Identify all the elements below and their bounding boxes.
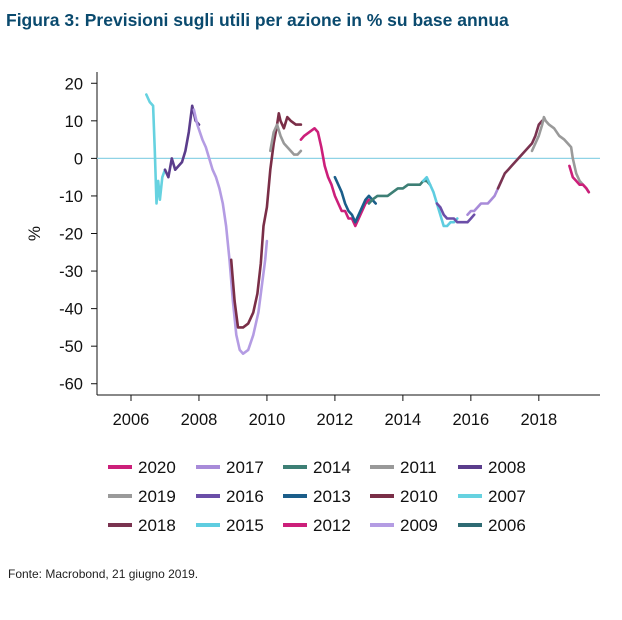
x-tick-label: 2014	[385, 411, 422, 429]
legend-label-2014: 2014	[313, 458, 351, 477]
y-tick-label: -30	[59, 263, 83, 281]
series-line-2010	[229, 112, 303, 329]
legend-label-2010: 2010	[400, 487, 438, 506]
x-tick-label: 2016	[452, 411, 489, 429]
series-line-2019	[530, 115, 591, 194]
y-tick-label: -40	[59, 301, 83, 319]
series-line-2020	[568, 164, 591, 194]
legend-label-2011: 2011	[400, 458, 437, 477]
series-line-2018	[496, 119, 544, 190]
series-line-2008	[163, 104, 201, 179]
series-line-2009	[192, 108, 269, 355]
legend-label-2008: 2008	[488, 458, 526, 477]
legend-label-2020: 2020	[138, 458, 176, 477]
series-line-2011	[269, 123, 303, 156]
series-line-2015	[422, 175, 459, 228]
legend-label-2012: 2012	[313, 516, 351, 535]
legend-label-2017: 2017	[226, 458, 264, 477]
y-tick-label: 0	[74, 150, 83, 168]
series-lines	[145, 93, 591, 355]
x-tick-label: 2012	[317, 411, 354, 429]
y-tick-label: 20	[65, 75, 83, 93]
x-tick-label: 2010	[249, 411, 286, 429]
y-tick-label: -20	[59, 226, 83, 244]
chart-title: Figura 3: Previsioni sugli utili per azi…	[6, 10, 509, 30]
y-tick-label: 10	[65, 113, 83, 131]
legend-label-2018: 2018	[138, 516, 176, 535]
y-axis-label: %	[25, 226, 44, 241]
x-tick-label: 2018	[520, 411, 557, 429]
legend-label-2006: 2006	[488, 516, 526, 535]
legend-label-2009: 2009	[400, 516, 438, 535]
series-line-2017	[466, 179, 503, 216]
source-note: Fonte: Macrobond, 21 giugno 2019.	[8, 567, 199, 581]
y-tick-label: -10	[59, 188, 83, 206]
axes	[91, 72, 600, 401]
series-line-2014	[367, 179, 432, 205]
x-tick-label: 2008	[181, 411, 218, 429]
legend-label-2013: 2013	[313, 487, 351, 506]
legend-label-2016: 2016	[226, 487, 264, 506]
x-tick-label: 2006	[113, 411, 150, 429]
series-line-2012	[299, 127, 371, 228]
legend-label-2007: 2007	[488, 487, 526, 506]
legend-label-2015: 2015	[226, 516, 264, 535]
legend: 2020 2017 2014 2011 2008 2019 2016 2013 2010 2007…	[108, 458, 526, 535]
series-line-2007	[145, 93, 167, 205]
y-tick-label: -60	[59, 376, 83, 394]
y-tick-label: -50	[59, 338, 83, 356]
series-line-2013	[333, 175, 377, 224]
series-line-2016	[435, 202, 476, 224]
legend-label-2019: 2019	[138, 487, 176, 506]
